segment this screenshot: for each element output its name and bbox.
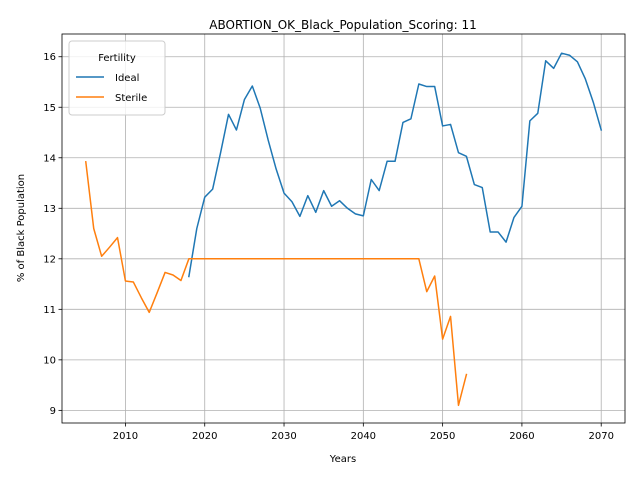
y-tick-label: 13	[43, 204, 56, 215]
y-tick-label: 11	[43, 305, 56, 316]
chart-title: ABORTION_OK_Black_Population_Scoring: 11	[209, 18, 476, 32]
x-tick-label: 2050	[430, 431, 455, 442]
y-tick-label: 16	[43, 52, 56, 63]
x-tick-label: 2010	[113, 431, 138, 442]
x-tick-label: 2070	[588, 431, 613, 442]
y-axis-label: % of Black Population	[16, 174, 27, 282]
x-tick-label: 2040	[351, 431, 376, 442]
y-tick-label: 14	[43, 153, 56, 164]
legend: Fertility Ideal Sterile	[69, 41, 165, 115]
x-tick-label: 2020	[192, 431, 217, 442]
legend-label-sterile: Sterile	[115, 93, 147, 104]
x-tick-label: 2060	[509, 431, 534, 442]
y-tick-label: 9	[50, 406, 56, 417]
legend-label-ideal: Ideal	[115, 73, 139, 84]
legend-title: Fertility	[98, 53, 136, 64]
y-tick-label: 12	[43, 254, 56, 265]
x-tick-label: 2030	[271, 431, 296, 442]
x-axis-label: Years	[329, 454, 356, 465]
y-tick-label: 15	[43, 103, 56, 114]
y-tick-label: 10	[43, 355, 56, 366]
